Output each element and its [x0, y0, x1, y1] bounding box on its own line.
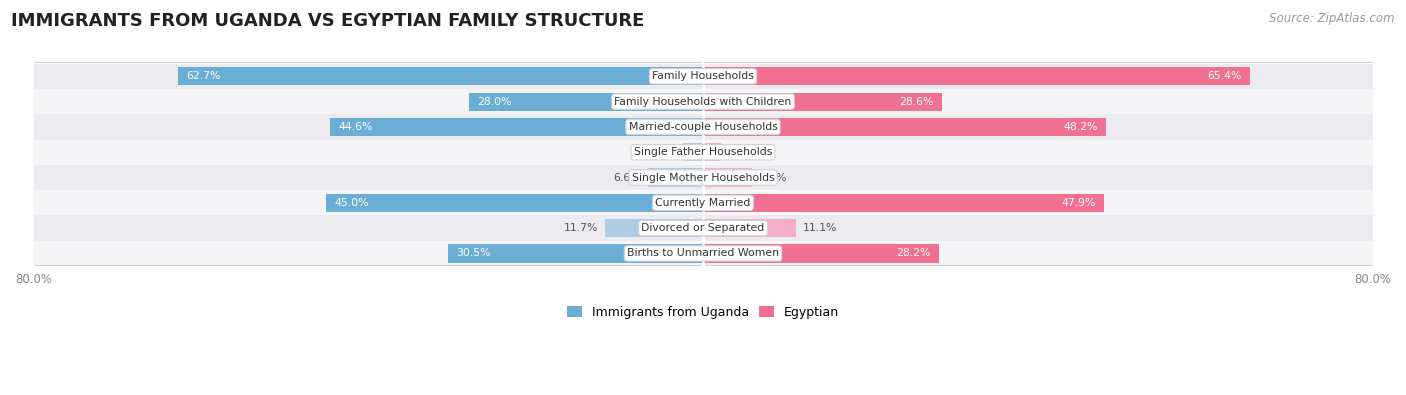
Text: 44.6%: 44.6% [337, 122, 373, 132]
Bar [34, 89, 1372, 114]
Bar [34, 114, 1372, 139]
Bar [179, 67, 703, 85]
Bar [468, 92, 703, 111]
Text: Married-couple Households: Married-couple Households [628, 122, 778, 132]
Bar [703, 118, 1107, 136]
Bar [34, 241, 1372, 266]
Bar [648, 168, 703, 187]
Bar [34, 190, 1372, 216]
Text: Single Mother Households: Single Mother Households [631, 173, 775, 182]
Bar [330, 118, 703, 136]
Bar [447, 245, 703, 263]
Text: 47.9%: 47.9% [1062, 198, 1095, 208]
Bar [326, 194, 703, 212]
Bar [703, 92, 942, 111]
Bar [703, 67, 1250, 85]
Text: 2.1%: 2.1% [727, 147, 755, 157]
Bar [703, 168, 752, 187]
Text: Currently Married: Currently Married [655, 198, 751, 208]
Bar [683, 143, 703, 161]
Legend: Immigrants from Uganda, Egyptian: Immigrants from Uganda, Egyptian [564, 302, 842, 323]
Text: 28.0%: 28.0% [477, 97, 512, 107]
Text: IMMIGRANTS FROM UGANDA VS EGYPTIAN FAMILY STRUCTURE: IMMIGRANTS FROM UGANDA VS EGYPTIAN FAMIL… [11, 12, 644, 30]
Bar [703, 194, 1104, 212]
Text: Family Households: Family Households [652, 71, 754, 81]
Text: 2.4%: 2.4% [648, 147, 676, 157]
Text: 11.1%: 11.1% [803, 223, 837, 233]
Text: Single Father Households: Single Father Households [634, 147, 772, 157]
Bar [703, 143, 720, 161]
Bar [34, 64, 1372, 89]
Text: 30.5%: 30.5% [456, 248, 491, 258]
Text: 65.4%: 65.4% [1208, 71, 1241, 81]
Text: Divorced or Separated: Divorced or Separated [641, 223, 765, 233]
Text: 11.7%: 11.7% [564, 223, 599, 233]
Bar [34, 216, 1372, 241]
Bar [703, 219, 796, 237]
Bar [703, 245, 939, 263]
Text: 28.6%: 28.6% [900, 97, 934, 107]
Text: Births to Unmarried Women: Births to Unmarried Women [627, 248, 779, 258]
Text: 28.2%: 28.2% [896, 248, 931, 258]
Bar [34, 139, 1372, 165]
Text: 5.9%: 5.9% [759, 173, 786, 182]
Text: 6.6%: 6.6% [613, 173, 641, 182]
Text: 45.0%: 45.0% [335, 198, 370, 208]
Bar [605, 219, 703, 237]
Text: 48.2%: 48.2% [1063, 122, 1098, 132]
Text: Family Households with Children: Family Households with Children [614, 97, 792, 107]
Bar [34, 165, 1372, 190]
Text: Source: ZipAtlas.com: Source: ZipAtlas.com [1270, 12, 1395, 25]
Text: 62.7%: 62.7% [187, 71, 221, 81]
